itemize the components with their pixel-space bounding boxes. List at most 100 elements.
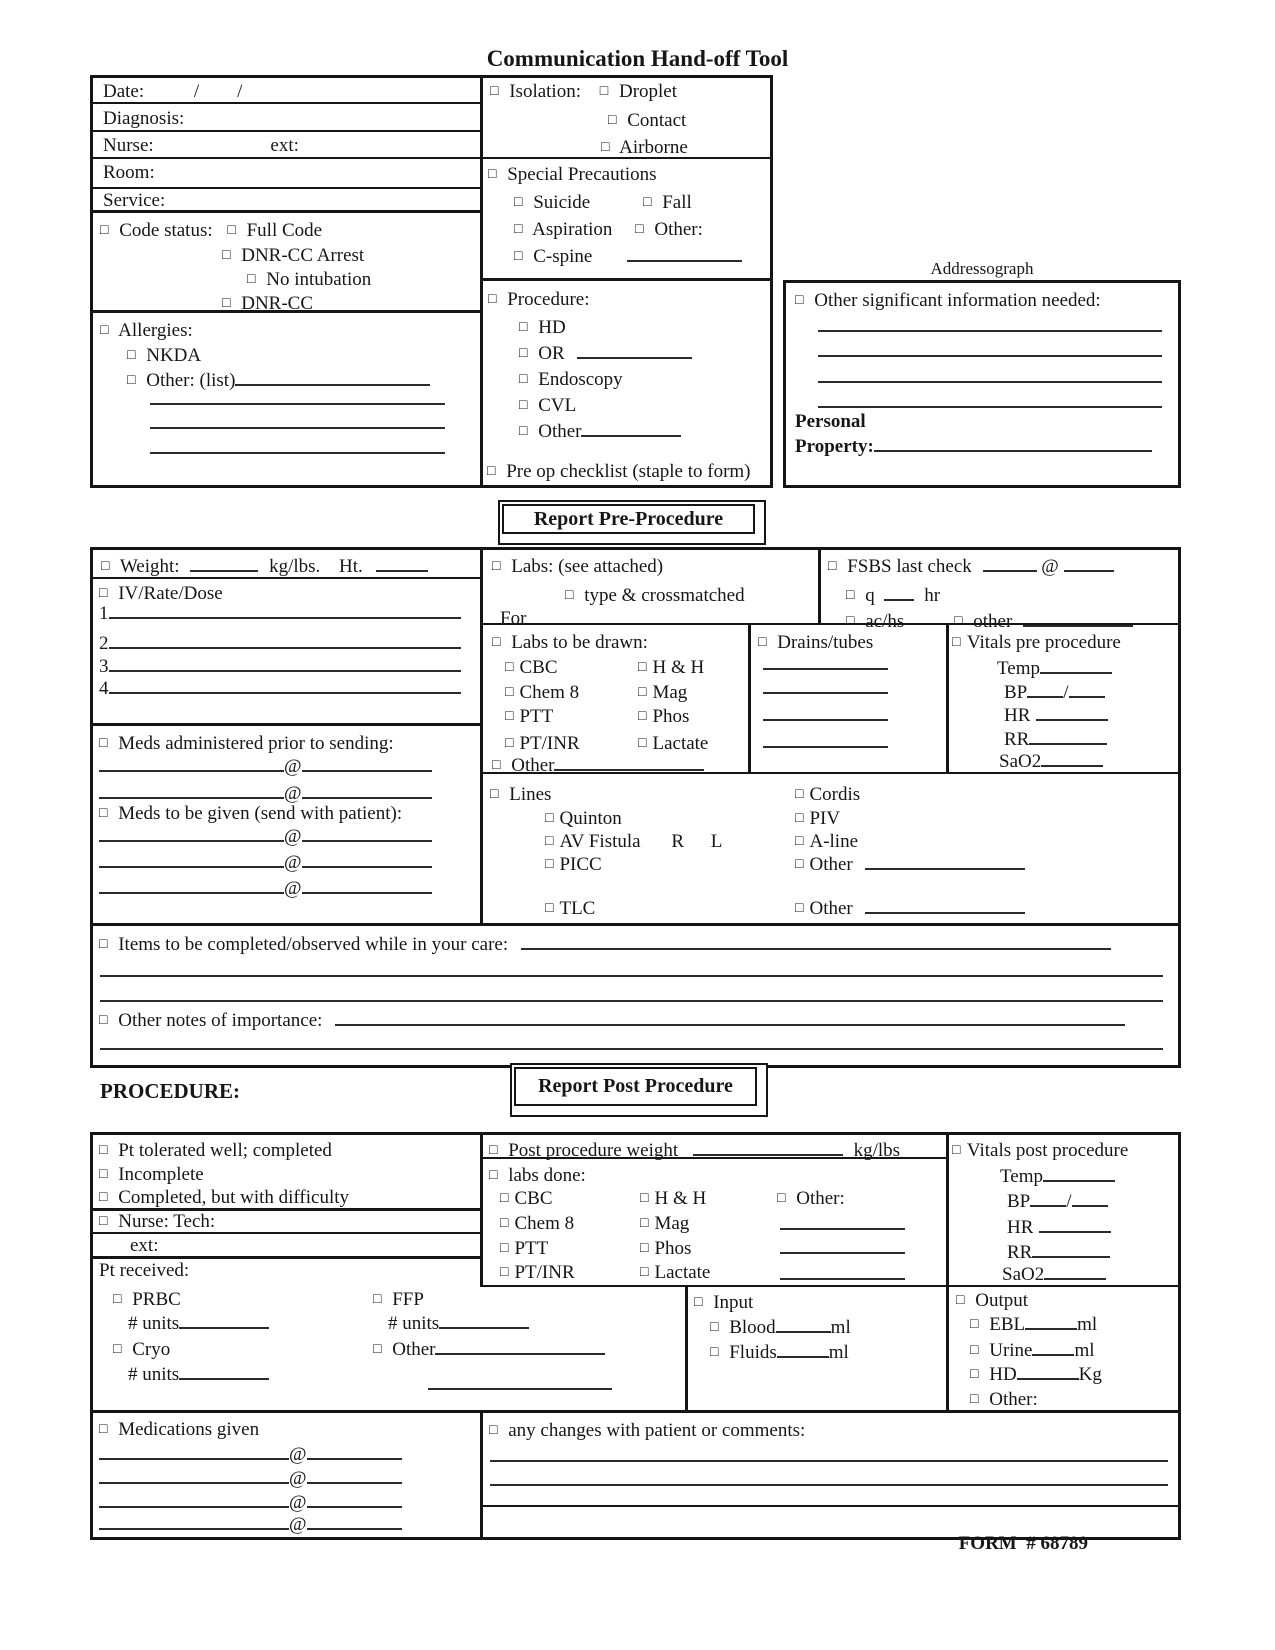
checkbox-icon[interactable]: □	[490, 84, 499, 99]
checkbox-icon[interactable]: □	[795, 811, 804, 826]
blank-field[interactable]	[1041, 752, 1104, 767]
writing-line[interactable]	[818, 330, 1162, 332]
blank-field[interactable]	[108, 679, 461, 694]
blank-field[interactable]	[581, 422, 682, 437]
blank-field[interactable]	[108, 634, 461, 649]
writing-line[interactable]	[150, 403, 445, 405]
checkbox-icon[interactable]: □	[710, 1345, 719, 1360]
writing-line[interactable]	[780, 1228, 905, 1230]
blank-field[interactable]	[306, 1515, 402, 1530]
blank-field[interactable]	[301, 853, 432, 868]
blank-field[interactable]	[1023, 612, 1134, 627]
checkbox-icon[interactable]: □	[492, 635, 501, 650]
checkbox-icon[interactable]: □	[970, 1317, 979, 1332]
checkbox-icon[interactable]: □	[500, 1216, 509, 1231]
checkbox-icon[interactable]: □	[492, 559, 501, 574]
checkbox-icon[interactable]: □	[519, 398, 528, 413]
checkbox-icon[interactable]: □	[489, 1143, 498, 1158]
blank-field[interactable]	[692, 1141, 843, 1156]
blank-field[interactable]	[375, 557, 428, 572]
blank-field[interactable]	[99, 757, 284, 772]
blank-field[interactable]	[99, 879, 284, 894]
checkbox-icon[interactable]: □	[545, 834, 554, 849]
checkbox-icon[interactable]: □	[505, 685, 514, 700]
checkbox-icon[interactable]: □	[638, 660, 647, 675]
checkbox-icon[interactable]: □	[519, 320, 528, 335]
blank-field[interactable]	[108, 604, 461, 619]
checkbox-icon[interactable]: □	[545, 857, 554, 872]
writing-line[interactable]	[490, 1460, 1168, 1462]
checkbox-icon[interactable]: □	[608, 113, 617, 128]
blank-field[interactable]	[335, 1011, 1126, 1026]
blank-field[interactable]	[99, 853, 284, 868]
checkbox-icon[interactable]: □	[222, 248, 231, 263]
checkbox-icon[interactable]: □	[487, 464, 496, 479]
checkbox-icon[interactable]: □	[127, 373, 136, 388]
checkbox-icon[interactable]: □	[99, 736, 108, 751]
checkbox-icon[interactable]: □	[373, 1292, 382, 1307]
checkbox-icon[interactable]: □	[488, 167, 497, 182]
blank-field[interactable]	[776, 1343, 829, 1358]
checkbox-icon[interactable]: □	[492, 758, 501, 773]
writing-line[interactable]	[780, 1278, 905, 1280]
blank-field[interactable]	[301, 784, 432, 799]
checkbox-icon[interactable]: □	[640, 1241, 649, 1256]
blank-field[interactable]	[179, 1314, 270, 1329]
checkbox-icon[interactable]: □	[514, 249, 523, 264]
blank-field[interactable]	[775, 1318, 831, 1333]
checkbox-icon[interactable]: □	[500, 1241, 509, 1256]
checkbox-icon[interactable]: □	[488, 292, 497, 307]
checkbox-icon[interactable]: □	[846, 588, 855, 603]
checkbox-icon[interactable]: □	[601, 140, 610, 155]
writing-line[interactable]	[763, 719, 888, 721]
checkbox-icon[interactable]: □	[795, 857, 804, 872]
blank-field[interactable]	[1063, 557, 1114, 572]
writing-line[interactable]	[428, 1388, 612, 1390]
writing-line[interactable]	[100, 975, 1163, 977]
checkbox-icon[interactable]: □	[795, 787, 804, 802]
checkbox-icon[interactable]: □	[694, 1295, 703, 1310]
blank-field[interactable]	[1029, 730, 1108, 745]
blank-field[interactable]	[1068, 683, 1105, 698]
checkbox-icon[interactable]: □	[970, 1367, 979, 1382]
blank-field[interactable]	[982, 557, 1037, 572]
blank-field[interactable]	[1025, 1315, 1078, 1330]
checkbox-icon[interactable]: □	[101, 559, 110, 574]
blank-field[interactable]	[99, 1493, 289, 1508]
blank-field[interactable]	[1039, 1218, 1112, 1233]
checkbox-icon[interactable]: □	[545, 901, 554, 916]
checkbox-icon[interactable]: □	[99, 586, 108, 601]
checkbox-icon[interactable]: □	[113, 1342, 122, 1357]
blank-field[interactable]	[306, 1493, 402, 1508]
checkbox-icon[interactable]: □	[99, 937, 108, 952]
blank-field[interactable]	[108, 657, 461, 672]
blank-field[interactable]	[439, 1314, 530, 1329]
checkbox-icon[interactable]: □	[952, 1143, 961, 1158]
checkbox-icon[interactable]: □	[565, 588, 574, 603]
checkbox-icon[interactable]: □	[99, 806, 108, 821]
checkbox-icon[interactable]: □	[514, 195, 523, 210]
blank-field[interactable]	[873, 437, 1152, 452]
writing-line[interactable]	[100, 1048, 1163, 1050]
checkbox-icon[interactable]: □	[640, 1265, 649, 1280]
checkbox-icon[interactable]: □	[489, 1423, 498, 1438]
blank-field[interactable]	[865, 899, 1026, 914]
checkbox-icon[interactable]: □	[99, 1190, 108, 1205]
blank-field[interactable]	[235, 371, 431, 386]
checkbox-icon[interactable]: □	[113, 1292, 122, 1307]
checkbox-icon[interactable]: □	[99, 1167, 108, 1182]
checkbox-icon[interactable]: □	[505, 709, 514, 724]
writing-line[interactable]	[818, 406, 1162, 408]
blank-field[interactable]	[1032, 1341, 1075, 1356]
checkbox-icon[interactable]: □	[505, 660, 514, 675]
checkbox-icon[interactable]: □	[519, 424, 528, 439]
writing-line[interactable]	[818, 381, 1162, 383]
checkbox-icon[interactable]: □	[99, 1422, 108, 1437]
checkbox-icon[interactable]: □	[638, 685, 647, 700]
checkbox-icon[interactable]: □	[846, 614, 855, 629]
checkbox-icon[interactable]: □	[970, 1392, 979, 1407]
blank-field[interactable]	[301, 879, 432, 894]
checkbox-icon[interactable]: □	[99, 1214, 108, 1229]
checkbox-icon[interactable]: □	[490, 787, 499, 802]
checkbox-icon[interactable]: □	[758, 635, 767, 650]
